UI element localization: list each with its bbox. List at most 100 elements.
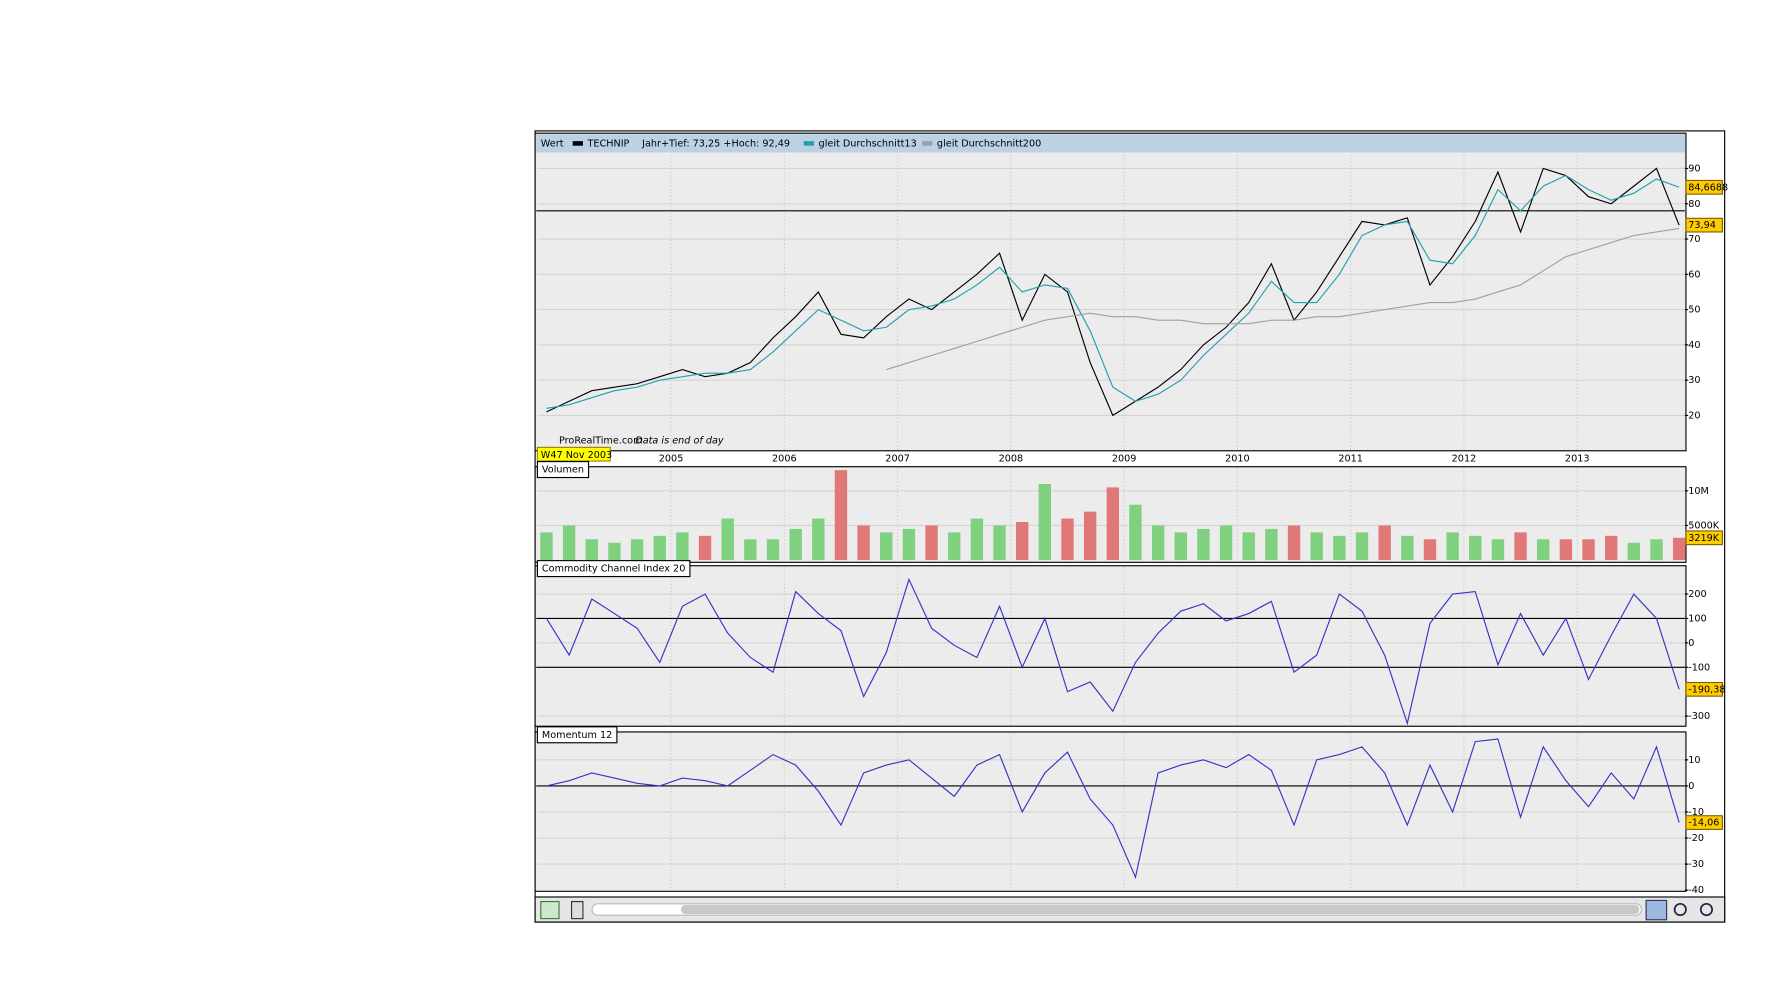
volume-bar	[1605, 535, 1618, 561]
volume-bar	[1242, 532, 1255, 561]
volume-bar	[766, 539, 780, 561]
zoom-in-icon[interactable]	[1699, 902, 1713, 917]
y-tick-label: 60	[1688, 269, 1700, 280]
volume-bar	[925, 525, 938, 561]
volume-bar	[1582, 539, 1595, 561]
last-value-label: -190,38	[1688, 684, 1725, 695]
price-panel	[534, 132, 1687, 452]
panel-title: Momentum 12	[542, 730, 612, 741]
cci-panel	[534, 565, 1687, 727]
volume-bar	[1514, 532, 1527, 561]
x-tick-label: 2009	[1112, 454, 1137, 465]
legend-swatch	[922, 141, 933, 146]
legend-note: Jahr+Tief: 73,25 +Hoch: 92,49	[641, 138, 790, 149]
volume-bar	[1061, 518, 1074, 561]
volume-bar	[970, 518, 984, 561]
volume-bar	[1469, 535, 1482, 561]
volume-bar	[1537, 539, 1550, 561]
scrollbar-thumb[interactable]	[680, 904, 1640, 915]
legend-swatch	[572, 141, 583, 146]
y-tick-label: 80	[1688, 199, 1700, 210]
volume-bar	[1423, 539, 1437, 561]
volume-bar	[789, 528, 802, 561]
volume-bar	[744, 539, 757, 561]
data-line	[886, 227, 1680, 371]
y-tick-label: -40	[1688, 885, 1704, 896]
y-tick-label: 50	[1688, 305, 1700, 316]
source: ProRealTime.com	[559, 436, 642, 447]
y-tick-label: 100	[1688, 613, 1706, 624]
x-tick-label: 2008	[999, 454, 1024, 465]
y-tick-label: -100	[1688, 662, 1710, 673]
volume-bar	[1038, 483, 1052, 561]
zoom-out-icon[interactable]	[1673, 902, 1687, 917]
volume-bar	[1627, 542, 1641, 561]
volume-bar	[1151, 525, 1165, 561]
last-value-label: -14,06	[1688, 818, 1719, 829]
panel-title-box	[536, 560, 691, 578]
panel-title-box	[536, 726, 618, 744]
volume-bar	[1129, 504, 1142, 561]
x-tick-label: 2007	[885, 454, 910, 465]
volume-bar	[880, 532, 893, 561]
y-tick-label: 5000K	[1688, 520, 1720, 531]
last-value-label: 3219K	[1688, 533, 1720, 544]
volume-bar	[902, 528, 916, 561]
toolbar	[534, 896, 1726, 923]
last-value-box	[1685, 217, 1723, 233]
volume-bar	[630, 539, 644, 561]
data-line	[546, 738, 1680, 880]
last-value-box	[1685, 815, 1723, 830]
volume-bar	[1650, 539, 1663, 561]
volume-bar	[1559, 539, 1573, 561]
volume-bar	[1310, 532, 1323, 561]
volume-bar	[1219, 525, 1233, 561]
legend-label: gleit Durchschnitt200	[937, 138, 1041, 149]
volume-bar	[834, 470, 848, 561]
last-value-box	[1685, 681, 1723, 697]
legend-label: TECHNIP	[586, 138, 629, 149]
data-line	[546, 174, 1680, 409]
volume-bar	[993, 525, 1006, 561]
data-line	[546, 577, 1680, 726]
volume-bar	[608, 542, 621, 561]
legend-swatch	[803, 141, 815, 146]
y-tick-label: -10	[1688, 807, 1704, 818]
volume-bar	[540, 532, 553, 561]
zoom-fit-icon[interactable]	[1645, 899, 1668, 921]
legend-label: gleit Durchschnitt13	[819, 138, 917, 149]
volume-bar	[585, 539, 598, 561]
volume-bar	[1287, 525, 1301, 561]
y-tick-label: -30	[1688, 859, 1704, 870]
y-tick-label: 30	[1688, 375, 1700, 386]
volume-bar	[698, 535, 712, 561]
y-tick-label: 0	[1688, 638, 1694, 649]
volume-bar	[1672, 537, 1686, 561]
x-tick-label: 2011	[1338, 454, 1363, 465]
y-tick-label: -20	[1688, 833, 1704, 844]
y-tick-label: 20	[1688, 410, 1700, 421]
legend-title: Wert	[541, 138, 564, 149]
y-tick-label: 10M	[1688, 486, 1709, 497]
legend-strip	[536, 134, 1685, 153]
volume-bar	[1174, 532, 1187, 561]
volume-bar	[1106, 487, 1119, 561]
volume-bar	[1446, 532, 1459, 561]
data-line	[546, 167, 1680, 417]
settings-icon[interactable]	[570, 900, 584, 920]
note: Data is end of day	[635, 436, 724, 447]
chart-icon[interactable]	[540, 900, 560, 920]
last-value-box	[1685, 530, 1723, 546]
volume-bar	[1016, 522, 1029, 561]
volume-bar	[857, 525, 870, 561]
y-tick-label: 10	[1688, 755, 1700, 766]
volume-bar	[1355, 532, 1369, 561]
volume-bar	[1378, 525, 1391, 561]
panel-title-box	[536, 461, 590, 479]
volume-bar	[1333, 535, 1346, 561]
x-tick-label: 2013	[1565, 454, 1590, 465]
y-tick-label: 200	[1688, 589, 1706, 600]
last-value-label: 73,94	[1688, 220, 1716, 231]
x-tick-label: 2010	[1225, 454, 1250, 465]
